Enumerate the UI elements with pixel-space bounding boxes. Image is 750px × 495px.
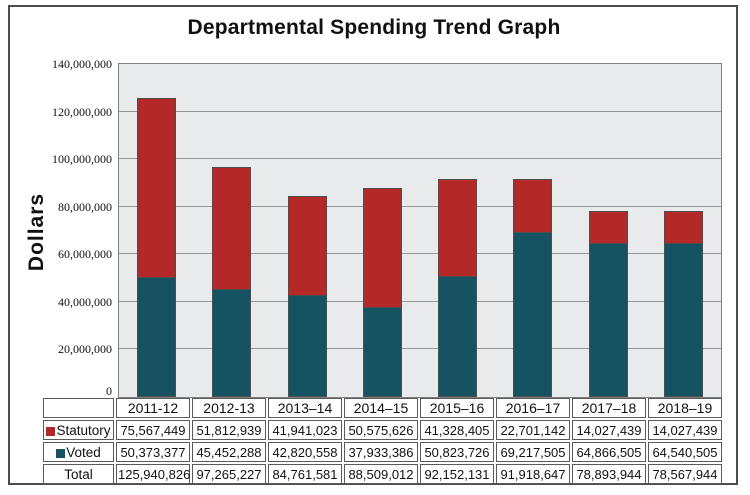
value-cell: 88,509,012 (344, 464, 418, 484)
y-tick-label: 120,000,000 (52, 104, 112, 119)
value-cell: 41,328,405 (420, 420, 494, 440)
value-cell: 45,452,288 (192, 442, 266, 462)
bar-segment-statutory (438, 179, 477, 277)
bar-segment-statutory (212, 167, 251, 290)
bar-segment-statutory (363, 188, 402, 308)
table-row-statutory: Statutory 75,567,449 51,812,939 41,941,023 5… (43, 420, 722, 440)
value-cell: 50,575,626 (344, 420, 418, 440)
row-label-cell: Total (43, 464, 114, 484)
value-cell: 41,941,023 (268, 420, 342, 440)
value-cell: 78,567,944 (648, 464, 722, 484)
bar-segment-statutory (137, 98, 176, 278)
bar-segment-statutory (513, 179, 552, 233)
value-cell: 14,027,439 (648, 420, 722, 440)
gridline (119, 300, 721, 302)
value-cell: 42,820,558 (268, 442, 342, 462)
bar-segment-voted (513, 232, 552, 397)
bar-segment-voted (137, 277, 176, 397)
data-table: 2011-12 2012-13 2013–14 2014–15 2015–16 2016–… (41, 396, 724, 486)
y-tick-label: 60,000,000 (58, 247, 112, 262)
value-cell: 64,866,505 (572, 442, 646, 462)
value-cell: 84,761,581 (268, 464, 342, 484)
y-tick-label: 40,000,000 (58, 294, 112, 309)
bar-segment-voted (589, 243, 628, 397)
value-cell: 92,152,131 (420, 464, 494, 484)
year-header-cell: 2017–18 (572, 398, 646, 418)
year-header-cell: 2015–16 (420, 398, 494, 418)
bar-segment-voted (664, 243, 703, 397)
year-header-cell: 2011-12 (116, 398, 190, 418)
bar-segment-voted (363, 307, 402, 397)
value-cell: 50,373,377 (116, 442, 190, 462)
gridline (119, 253, 721, 255)
year-header-cell: 2014–15 (344, 398, 418, 418)
legend-marker-voted-icon (56, 448, 66, 458)
value-cell: 125,940,826 (116, 464, 190, 484)
legend-marker-statutory-icon (46, 426, 56, 436)
value-cell: 64,540,505 (648, 442, 722, 462)
chart-title: Departmental Spending Trend Graph (187, 16, 561, 39)
value-cell: 37,933,386 (344, 442, 418, 462)
value-cell: 69,217,505 (496, 442, 570, 462)
gridline (119, 205, 721, 207)
gridline (119, 158, 721, 160)
plot-area (118, 63, 722, 398)
year-header-cell: 2012-13 (192, 398, 266, 418)
y-tick-label: 100,000,000 (52, 152, 112, 167)
year-header-cell: 2018–19 (648, 398, 722, 418)
bar-segment-voted (288, 295, 327, 397)
y-tick-label: 0 (106, 384, 112, 398)
y-tick-label: 20,000,000 (58, 342, 112, 357)
value-cell: 14,027,439 (572, 420, 646, 440)
bar-segment-statutory (589, 211, 628, 244)
bar-segment-voted (212, 289, 251, 397)
table-corner-spacer (43, 398, 114, 418)
table-row-voted: Voted 50,373,377 45,452,288 42,820,558 37,93… (43, 442, 722, 462)
bar-segment-voted (438, 276, 477, 397)
value-cell: 78,893,944 (572, 464, 646, 484)
year-header-cell: 2016–17 (496, 398, 570, 418)
gridline (119, 110, 721, 112)
value-cell: 91,918,647 (496, 464, 570, 484)
y-tick-label: 140,000,000 (52, 57, 112, 71)
row-label-cell: Voted (43, 442, 114, 462)
year-header-row: 2011-12 2012-13 2013–14 2014–15 2015–16 2016–… (43, 398, 722, 418)
bar-segment-statutory (288, 196, 327, 296)
value-cell: 51,812,939 (192, 420, 266, 440)
value-cell: 97,265,227 (192, 464, 266, 484)
value-cell: 22,701,142 (496, 420, 570, 440)
y-tick-label: 80,000,000 (58, 199, 112, 214)
year-header-cell: 2013–14 (268, 398, 342, 418)
value-cell: 50,823,726 (420, 442, 494, 462)
value-cell: 75,567,449 (116, 420, 190, 440)
gridline (119, 348, 721, 350)
row-label-cell: Statutory (43, 420, 114, 440)
table-row-total: Total 125,940,826 97,265,227 84,761,581 88,5… (43, 464, 722, 484)
bar-segment-statutory (664, 211, 703, 244)
